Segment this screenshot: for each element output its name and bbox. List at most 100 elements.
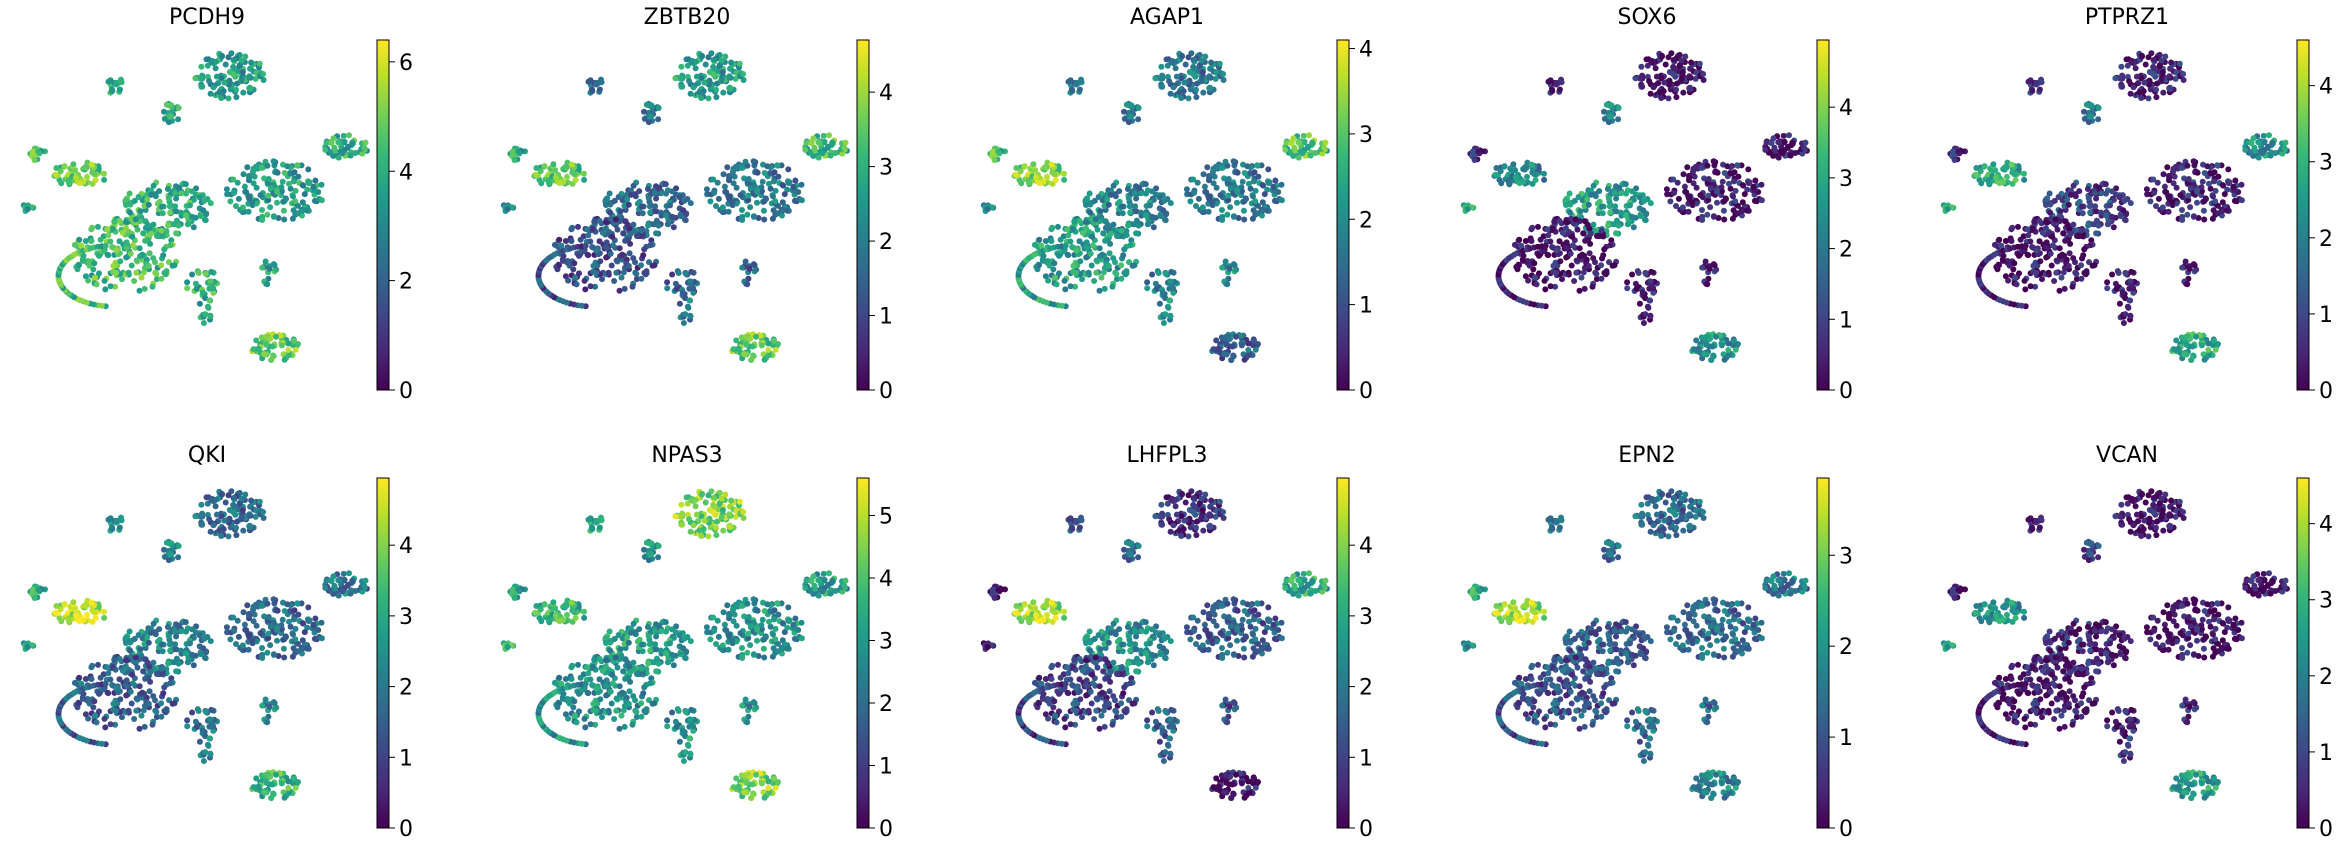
cell-point bbox=[153, 276, 160, 282]
cell-point bbox=[1731, 169, 1738, 176]
cell-point bbox=[109, 225, 116, 232]
cell-point bbox=[1724, 163, 1731, 170]
cell-point bbox=[198, 63, 205, 70]
cell-point bbox=[1137, 209, 1144, 216]
cell-point bbox=[753, 333, 759, 340]
cell-point bbox=[240, 89, 247, 96]
cell-point bbox=[2142, 61, 2149, 68]
colorbar-tick-label: 0 bbox=[1839, 379, 1853, 404]
cell-point bbox=[1605, 119, 1612, 126]
cell-point bbox=[1064, 226, 1071, 233]
cell-point bbox=[729, 199, 736, 206]
cell-point bbox=[2199, 178, 2206, 185]
cell-point bbox=[1559, 276, 1565, 283]
cell-point bbox=[58, 618, 65, 625]
cell-point bbox=[1217, 192, 1224, 199]
cell-point bbox=[291, 169, 298, 176]
cell-point bbox=[1638, 83, 1645, 90]
cell-point bbox=[754, 188, 760, 195]
cell-point bbox=[2016, 252, 2022, 259]
cell-point bbox=[65, 179, 72, 186]
cell-point bbox=[116, 238, 123, 245]
cell-point bbox=[2092, 203, 2099, 210]
cell-point bbox=[1542, 286, 1549, 293]
cell-point bbox=[568, 238, 575, 244]
cell-point bbox=[2132, 65, 2139, 72]
cell-point bbox=[774, 162, 781, 169]
cell-point bbox=[318, 181, 325, 188]
cell-point bbox=[2248, 140, 2255, 147]
cell-point bbox=[1686, 73, 1693, 80]
cell-point bbox=[1266, 179, 1273, 186]
cell-point bbox=[2185, 176, 2192, 182]
cell-point bbox=[720, 89, 727, 96]
cell-point bbox=[1708, 357, 1715, 363]
cell-point bbox=[2083, 268, 2090, 275]
cell-point bbox=[1516, 236, 1523, 243]
cell-point bbox=[290, 178, 297, 185]
cell-point bbox=[672, 75, 679, 82]
cell-point bbox=[1096, 245, 1103, 252]
cell-point bbox=[2039, 276, 2045, 283]
cell-point bbox=[1574, 226, 1581, 233]
cell-point bbox=[2260, 132, 2267, 139]
cell-point bbox=[2059, 251, 2066, 258]
cell-point bbox=[1710, 213, 1717, 220]
cell-point bbox=[1685, 208, 1692, 215]
cell-point bbox=[140, 269, 147, 276]
cell-point bbox=[745, 192, 752, 199]
cell-point bbox=[221, 79, 228, 86]
cell-point bbox=[166, 203, 173, 210]
cell-point bbox=[1762, 146, 1769, 153]
cell-point bbox=[284, 163, 291, 170]
cell-point bbox=[1640, 207, 1647, 214]
cell-point bbox=[230, 176, 237, 183]
cell-point bbox=[1553, 247, 1560, 254]
cell-point bbox=[638, 227, 645, 234]
cell-point bbox=[652, 203, 659, 210]
cell-point bbox=[207, 200, 214, 207]
cell-point bbox=[1204, 164, 1211, 171]
cell-point bbox=[31, 152, 38, 159]
cell-point bbox=[2029, 88, 2036, 94]
cell-point bbox=[116, 217, 123, 224]
cell-point bbox=[561, 164, 568, 171]
cell-point bbox=[2201, 216, 2208, 223]
cell-point bbox=[754, 169, 761, 176]
cell-point bbox=[1590, 182, 1597, 189]
cell-point bbox=[2058, 274, 2065, 281]
cell-point bbox=[2036, 238, 2043, 245]
cell-point bbox=[1589, 283, 1596, 290]
cell-point bbox=[1240, 207, 1247, 214]
cell-point bbox=[1492, 171, 1499, 178]
cell-point bbox=[1532, 274, 1538, 281]
cell-point bbox=[1149, 188, 1156, 195]
cell-point bbox=[747, 185, 754, 192]
cell-point bbox=[1245, 347, 1252, 353]
cell-point bbox=[2036, 86, 2043, 93]
cell-point bbox=[1730, 178, 1737, 185]
cell-point bbox=[234, 80, 240, 87]
cell-point bbox=[2113, 285, 2120, 292]
cell-point bbox=[1528, 161, 1535, 168]
cell-point bbox=[692, 65, 699, 72]
cell-point bbox=[80, 253, 87, 259]
cell-point bbox=[1234, 188, 1240, 195]
cell-point bbox=[2083, 101, 2090, 108]
cell-point bbox=[2118, 63, 2125, 70]
cell-point bbox=[798, 181, 805, 188]
cell-point bbox=[1642, 270, 1649, 277]
cell-point bbox=[92, 177, 99, 183]
cell-point bbox=[1079, 229, 1086, 236]
cell-point bbox=[707, 198, 714, 205]
cell-point bbox=[617, 208, 624, 215]
cell-point bbox=[295, 202, 301, 209]
cell-point bbox=[1224, 211, 1231, 218]
cell-point bbox=[656, 184, 663, 191]
cell-point bbox=[1087, 209, 1094, 216]
cell-point bbox=[1031, 241, 1038, 248]
cell-point bbox=[991, 157, 998, 163]
cell-point bbox=[672, 280, 679, 287]
cell-point bbox=[78, 242, 85, 249]
cell-point bbox=[652, 190, 659, 197]
